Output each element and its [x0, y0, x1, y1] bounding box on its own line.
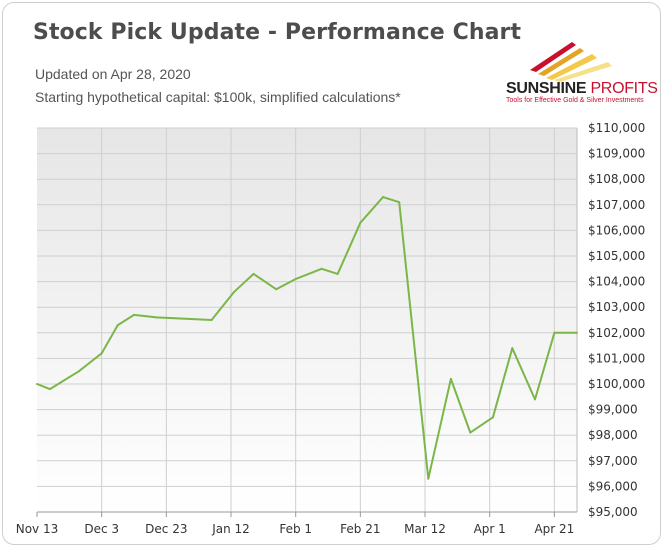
x-tick-label: Dec 3 [84, 522, 119, 536]
horizontal-gridlines [37, 127, 577, 487]
y-tick-label: $95,000 [588, 505, 638, 519]
series-group [36, 196, 578, 480]
data-point [469, 431, 472, 434]
x-tick-label: Feb 21 [340, 522, 380, 536]
y-tick-label: $105,000 [588, 249, 645, 263]
x-tick-label: Dec 23 [145, 522, 187, 536]
data-point [252, 272, 255, 275]
logo-brand-main: SUNSHINE [506, 80, 587, 97]
data-point [449, 377, 452, 380]
data-point [336, 272, 339, 275]
y-tick-label: $96,000 [588, 479, 638, 493]
plot-area [37, 128, 577, 512]
y-tick-label: $99,000 [588, 403, 638, 417]
data-point [78, 370, 81, 373]
data-point [275, 288, 278, 291]
sunshine-profits-logo: SUNSHINE PROFITS Tools for Effective Gol… [500, 36, 658, 108]
data-point [511, 347, 514, 350]
data-point [233, 290, 236, 293]
y-tick-label: $104,000 [588, 275, 645, 289]
y-tick-label: $109,000 [588, 147, 645, 161]
data-point [210, 319, 213, 321]
data-point [116, 324, 119, 327]
logo-tagline: Tools for Effective Gold & Silver Invest… [506, 97, 644, 104]
y-tick-label: $98,000 [588, 428, 638, 442]
data-point [100, 352, 103, 355]
x-tick-label: Apr 21 [534, 522, 574, 536]
data-point [294, 278, 297, 281]
x-tick-label: Nov 13 [16, 522, 59, 536]
x-tick-label: Feb 1 [279, 522, 312, 536]
data-point [48, 388, 51, 391]
x-tick-label: Jan 12 [211, 522, 250, 536]
data-point [36, 383, 38, 385]
data-point [553, 331, 556, 334]
data-point [398, 201, 401, 204]
y-tick-label: $97,000 [588, 454, 638, 468]
x-tick-label: Apr 1 [474, 522, 506, 536]
y-tick-label: $108,000 [588, 172, 645, 186]
data-point [87, 362, 90, 365]
y-tick-label: $107,000 [588, 198, 645, 212]
logo-swoosh-icon [530, 42, 612, 82]
data-point [533, 398, 536, 401]
y-tick-label: $100,000 [588, 377, 645, 391]
y-tick-label: $110,000 [588, 121, 645, 135]
y-axis: $95,000 $96,000 $97,000 $98,000 $99,000 $100,… [576, 121, 645, 519]
data-point [491, 416, 494, 419]
logo-wordmark: SUNSHINE PROFITS [506, 80, 658, 98]
data-point [320, 267, 323, 270]
capital-note: Starting hypothetical capital: $100k, si… [35, 89, 401, 105]
y-tick-label: $106,000 [588, 223, 645, 237]
data-point [381, 196, 384, 199]
chart-title: Stock Pick Update - Performance Chart [33, 20, 522, 45]
data-point [133, 313, 136, 316]
data-point [155, 316, 158, 319]
y-tick-label: $102,000 [588, 326, 645, 340]
data-point [359, 221, 362, 224]
logo-brand-second: PROFITS [590, 80, 658, 97]
data-point [427, 477, 430, 480]
y-tick-label: $101,000 [588, 351, 645, 365]
portfolio-value-line [36, 196, 577, 480]
x-axis: Nov 13 Dec 3 Dec 23 Jan 12 Feb 1 Feb 21 Mar 12… [16, 511, 577, 536]
updated-date: Updated on Apr 28, 2020 [35, 66, 191, 82]
y-tick-label: $103,000 [588, 300, 645, 314]
data-point [576, 331, 578, 334]
x-tick-label: Mar 12 [404, 522, 446, 536]
